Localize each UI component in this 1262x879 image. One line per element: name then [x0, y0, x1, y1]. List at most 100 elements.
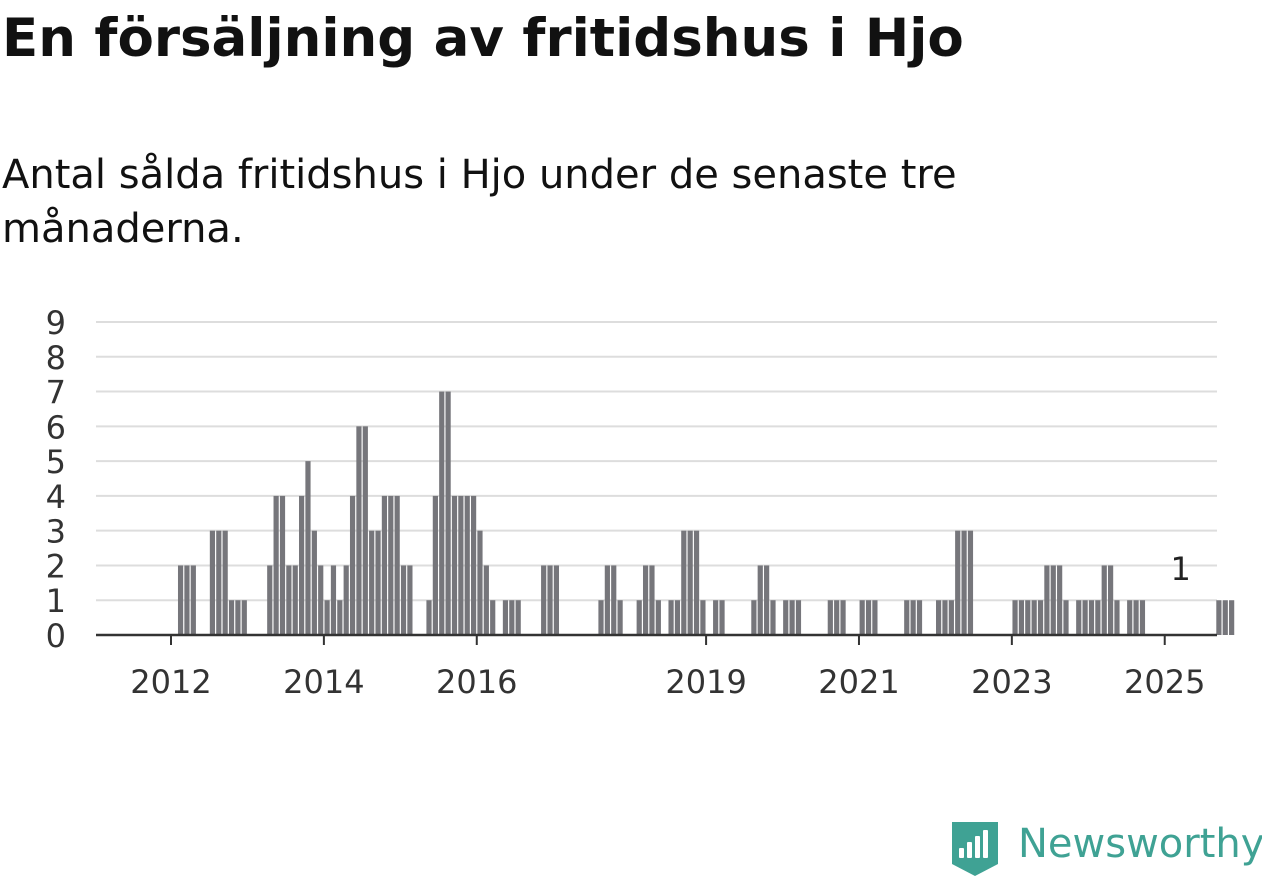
bar	[636, 600, 642, 635]
bar	[400, 565, 407, 635]
bar	[1222, 600, 1228, 635]
y-tick-label: 7	[46, 374, 66, 412]
x-tick-label: 2016	[436, 663, 517, 701]
bar	[948, 600, 954, 635]
y-tick-label: 2	[46, 547, 66, 585]
bar	[381, 495, 388, 635]
bar	[910, 600, 916, 635]
highlight-value-label: 1	[1170, 550, 1190, 588]
bar	[388, 495, 394, 635]
bar	[184, 565, 190, 635]
bar	[547, 565, 553, 635]
bar	[955, 530, 961, 635]
y-tick-label: 6	[46, 408, 66, 446]
bar	[515, 600, 521, 635]
bar	[757, 565, 763, 635]
bar	[916, 600, 923, 635]
bar	[349, 495, 356, 635]
bar	[681, 530, 687, 635]
bar	[343, 565, 349, 635]
bar	[477, 530, 483, 635]
bar	[471, 495, 477, 635]
bar	[311, 530, 317, 635]
bar	[789, 600, 795, 635]
bar	[700, 600, 706, 635]
bar	[1216, 600, 1222, 635]
x-tick-label: 2025	[1124, 663, 1205, 701]
bar	[439, 391, 445, 635]
bar	[617, 600, 623, 635]
bar	[611, 565, 617, 635]
bar	[1057, 565, 1063, 635]
bar	[502, 600, 509, 635]
bar	[407, 565, 413, 635]
bar	[305, 461, 311, 635]
chart-subtitle: Antal sålda fritidshus i Hjo under de se…	[2, 152, 957, 252]
bar	[604, 565, 610, 635]
bar	[228, 600, 235, 635]
bar	[713, 600, 719, 635]
bar	[872, 600, 878, 635]
y-tick-label: 0	[46, 617, 66, 655]
y-tick-label: 5	[46, 443, 66, 481]
bar	[1229, 600, 1235, 635]
bar	[687, 530, 693, 635]
bar	[1108, 565, 1114, 635]
bar	[279, 495, 286, 635]
bar	[598, 600, 604, 635]
bar	[426, 600, 432, 635]
bar	[209, 530, 216, 635]
bar	[490, 600, 496, 635]
bars	[177, 391, 1235, 635]
bar	[1025, 600, 1031, 635]
bar	[1082, 600, 1088, 635]
bar	[649, 565, 655, 635]
bar	[764, 565, 770, 635]
bar	[330, 565, 337, 635]
bar	[719, 600, 725, 635]
y-tick-label: 4	[46, 478, 66, 516]
y-tick-label: 9	[46, 304, 66, 342]
bar	[859, 600, 865, 635]
bar	[1114, 600, 1120, 635]
bar	[961, 530, 967, 635]
bar	[1139, 600, 1146, 635]
brand-name: Newsworthy	[1018, 821, 1262, 867]
bar	[241, 600, 247, 635]
bar	[286, 565, 292, 635]
bar	[299, 495, 305, 635]
bar	[375, 530, 381, 635]
bar	[693, 530, 700, 635]
bar	[362, 426, 368, 635]
bar	[865, 600, 872, 635]
bar	[936, 600, 942, 635]
bar	[942, 600, 948, 635]
bar	[432, 495, 438, 635]
bar	[356, 426, 362, 635]
bar	[1012, 600, 1018, 635]
bar	[445, 391, 451, 635]
x-tick-label: 2014	[283, 663, 364, 701]
bar	[1018, 600, 1025, 635]
bar	[464, 495, 470, 635]
bar	[216, 530, 222, 635]
bar	[967, 530, 974, 635]
bar	[642, 565, 649, 635]
bar	[318, 565, 324, 635]
bar	[177, 565, 184, 635]
bar	[267, 565, 273, 635]
y-tick-label: 8	[46, 339, 66, 377]
bar	[1101, 565, 1107, 635]
bar	[1076, 600, 1082, 635]
newsworthy-logo: Newsworthy	[950, 818, 1262, 878]
bar	[541, 565, 547, 635]
y-tick-label: 3	[46, 513, 66, 551]
bar	[1127, 600, 1133, 635]
bar	[904, 600, 910, 635]
bar	[273, 495, 279, 635]
bar	[1037, 600, 1044, 635]
x-tick-label: 2012	[130, 663, 211, 701]
y-tick-label: 1	[46, 582, 66, 620]
bar	[795, 600, 802, 635]
